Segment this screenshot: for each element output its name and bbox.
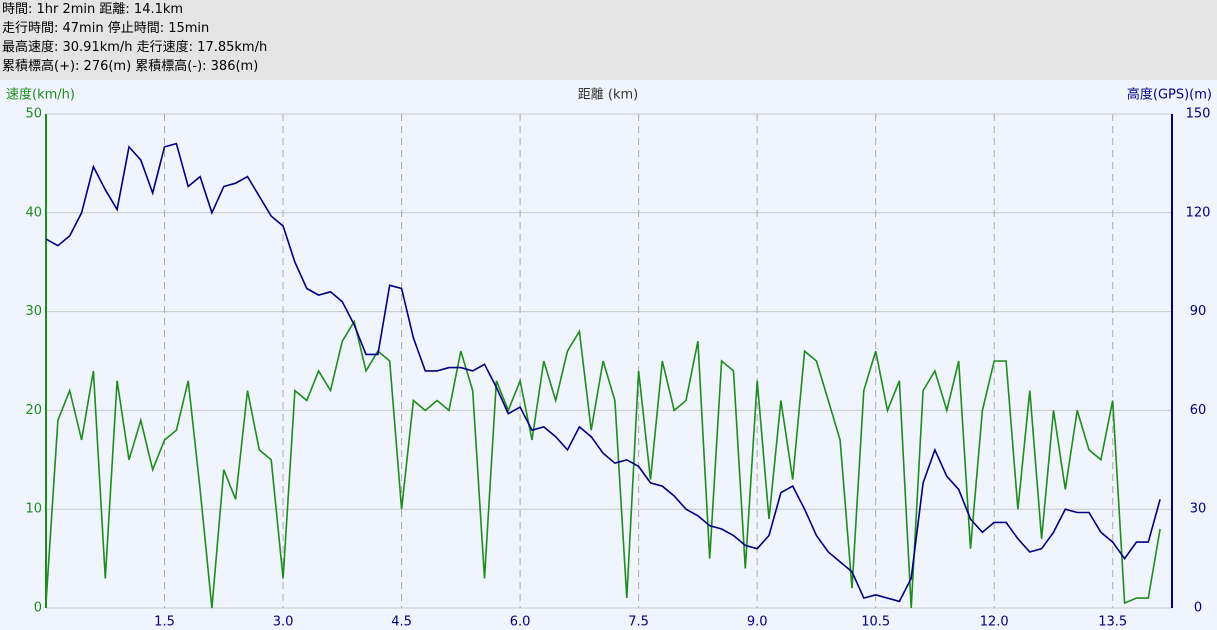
y2-tick-label: 0 — [1194, 601, 1202, 616]
y-tick-label: 40 — [25, 205, 42, 220]
summary-line: 最高速度: 30.91km/h 走行速度: 17.85km/h — [2, 40, 268, 55]
y-axis-label: 速度(km/h) — [6, 87, 75, 103]
series-line — [45, 319, 1161, 609]
x-axis-label: 距離 (km) — [578, 88, 638, 103]
summary-line: 走行時間: 47min 停止時間: 15min — [2, 21, 210, 36]
chart-background — [0, 80, 1217, 630]
y2-tick-label: 150 — [1186, 107, 1211, 122]
x-tick-label: 13.5 — [1098, 615, 1127, 630]
y-tick-label: 50 — [25, 107, 42, 122]
x-tick-label: 3.0 — [273, 615, 294, 630]
summary-line: 時間: 1hr 2min 距離: 14.1km — [2, 2, 184, 17]
y-tick-label: 0 — [34, 601, 42, 616]
x-tick-label: 10.5 — [861, 615, 890, 630]
x-tick-label: 4.5 — [391, 615, 412, 630]
x-tick-label: 6.0 — [510, 615, 531, 630]
y2-tick-label: 120 — [1186, 205, 1211, 220]
x-tick-label: 12.0 — [980, 615, 1009, 630]
y-tick-label: 20 — [25, 403, 42, 418]
x-tick-label: 9.0 — [747, 615, 768, 630]
y2-axis-label: 高度(GPS)(m) — [1127, 87, 1212, 103]
y-tick-label: 10 — [25, 502, 42, 517]
summary-line: 累積標高(+): 276(m) 累積標高(-): 386(m) — [2, 59, 259, 74]
series-line — [45, 142, 1161, 603]
y2-tick-label: 60 — [1190, 403, 1207, 418]
x-tick-label: 7.5 — [628, 615, 649, 630]
x-tick-label: 1.5 — [154, 615, 175, 630]
summary-header: 時間: 1hr 2min 距離: 14.1km 走行時間: 47min 停止時間… — [0, 0, 1217, 80]
y2-tick-label: 30 — [1190, 502, 1207, 517]
y2-tick-label: 90 — [1190, 304, 1207, 319]
chart: 速度(km/h) 距離 (km) 高度(GPS)(m) 0 10 20 30 40 50 0… — [0, 80, 1217, 630]
y-tick-label: 30 — [25, 304, 42, 319]
